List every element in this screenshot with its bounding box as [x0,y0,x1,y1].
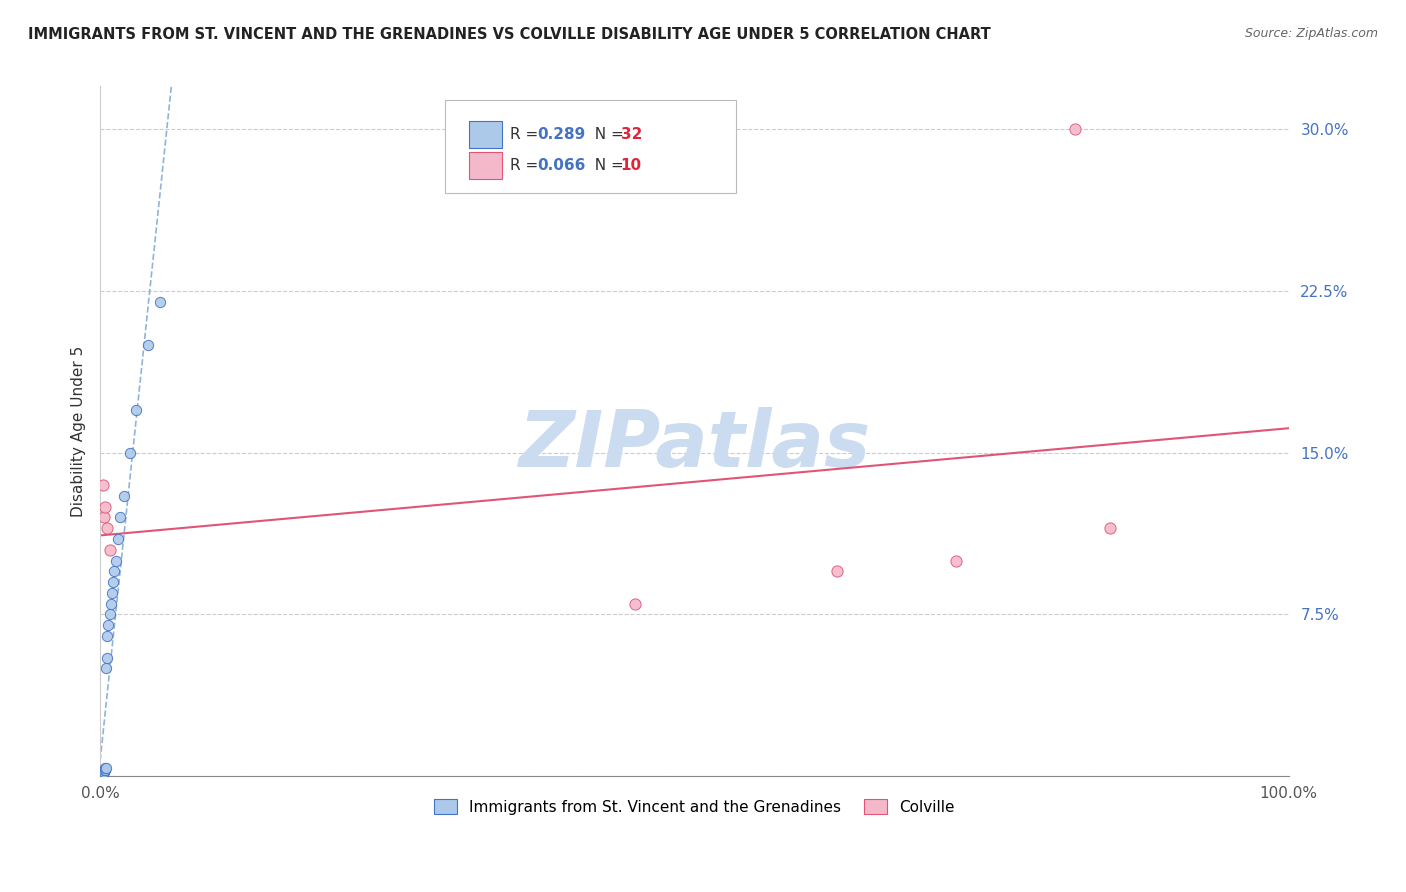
Point [90,767,112,781]
Point [107,532,129,546]
Point [90,767,112,781]
Point [100,597,122,611]
Point [125,402,148,417]
Text: 0.066: 0.066 [537,158,586,173]
FancyBboxPatch shape [444,100,735,194]
Point [89,769,111,783]
Point [96,650,118,665]
Text: N =: N = [585,158,628,173]
Point [825,565,848,579]
Point [97,618,120,632]
Point [103,565,125,579]
Point [93,764,115,779]
Point [91,767,114,781]
Point [98,542,121,557]
Point [94,760,117,774]
Point [110,510,132,524]
Point [112,489,135,503]
Point [624,597,647,611]
Point [98,607,121,622]
Point [93,510,115,524]
Text: ZIPatlas: ZIPatlas [519,407,870,483]
Point [91,767,114,781]
Text: IMMIGRANTS FROM ST. VINCENT AND THE GRENADINES VS COLVILLE DISABILITY AGE UNDER : IMMIGRANTS FROM ST. VINCENT AND THE GREN… [28,27,991,42]
Text: Source: ZipAtlas.com: Source: ZipAtlas.com [1244,27,1378,40]
Text: 10: 10 [620,158,641,173]
Point [93,764,115,779]
Text: 0.289: 0.289 [537,128,586,142]
Point [104,553,127,567]
Point [94,500,117,514]
Point [94,760,117,774]
Point [1063,122,1085,136]
Text: R =: R = [510,158,543,173]
Point [136,338,159,352]
Point [101,586,124,600]
Point [96,521,118,535]
Point [93,763,115,777]
Legend: Immigrants from St. Vincent and the Grenadines, Colville: Immigrants from St. Vincent and the Gren… [425,789,965,823]
Y-axis label: Disability Age Under 5: Disability Age Under 5 [72,345,86,516]
Point [148,294,170,309]
FancyBboxPatch shape [468,152,502,179]
Text: 32: 32 [620,128,643,142]
Text: R =: R = [510,128,543,142]
Text: N =: N = [585,128,628,142]
Point [91,767,114,781]
FancyBboxPatch shape [468,120,502,148]
Point [945,553,967,567]
Point [91,478,114,492]
Point [94,661,117,675]
Point [103,575,125,590]
Point [1099,521,1122,535]
Point [90,767,112,781]
Point [90,769,112,783]
Point [118,446,141,460]
Point [91,764,114,779]
Point [94,763,117,777]
Point [96,629,118,643]
